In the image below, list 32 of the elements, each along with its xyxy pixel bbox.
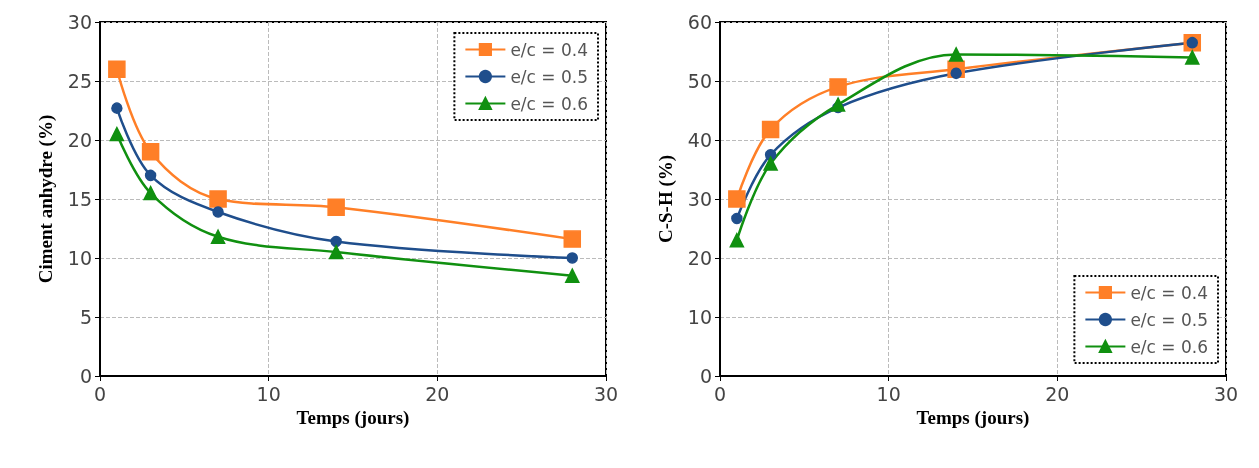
y-tick-label: 0: [699, 365, 712, 387]
y-tick-label: 50: [687, 70, 712, 92]
x-tick-label: 10: [876, 382, 901, 405]
legend-label: e/c = 0.4: [510, 39, 588, 60]
y-tick-label: 0: [79, 365, 92, 387]
legend-label: e/c = 0.5: [510, 66, 588, 87]
y-tick-label: 5: [79, 306, 92, 328]
y-tick-label: 40: [687, 129, 712, 151]
y-tick-label: 25: [67, 70, 92, 92]
legend-label: e/c = 0.6: [510, 93, 588, 114]
x-tick-label: 30: [593, 382, 619, 405]
y-tick-label: 20: [67, 129, 92, 151]
legend-label: e/c = 0.5: [1130, 309, 1208, 330]
x-axis-title: Temps (jours): [296, 406, 410, 429]
y-tick-label: 60: [687, 11, 712, 33]
legend-label: e/c = 0.4: [1130, 282, 1208, 303]
y-tick-label: 30: [67, 11, 92, 33]
y-tick-label: 30: [687, 188, 712, 210]
y-tick-label: 15: [67, 188, 92, 210]
x-tick-label: 20: [425, 382, 450, 405]
x-tick-label: 30: [1213, 382, 1239, 405]
x-tick-label: 20: [1045, 382, 1070, 405]
x-tick-label: 0: [713, 382, 727, 405]
y-tick-label: 20: [687, 247, 712, 269]
legend-label: e/c = 0.6: [1130, 336, 1208, 357]
y-tick-label: 10: [687, 306, 712, 328]
y-tick-label: 10: [67, 247, 92, 269]
x-axis-title: Temps (jours): [916, 406, 1030, 429]
y-axis-title: C-S-H (%): [655, 154, 677, 244]
x-tick-label: 10: [256, 382, 281, 405]
x-tick-label: 0: [93, 382, 107, 405]
y-axis-title: Ciment anhydre (%): [35, 114, 57, 284]
